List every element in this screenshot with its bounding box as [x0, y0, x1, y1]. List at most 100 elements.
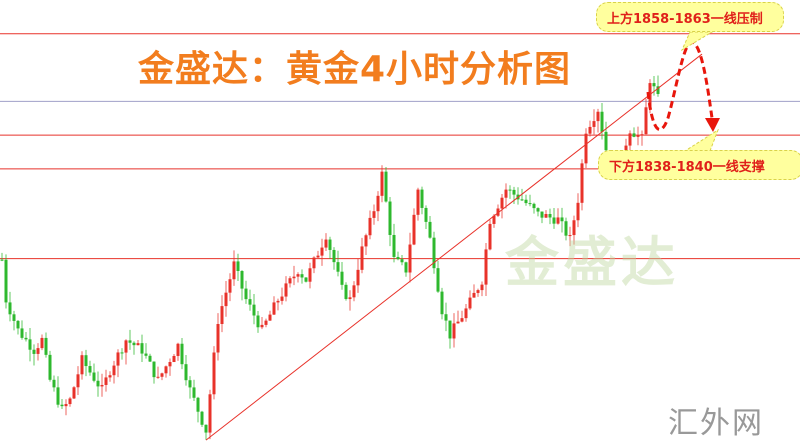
candle-body: [76, 374, 80, 388]
candle: [80, 351, 84, 380]
forecast-path: [646, 31, 720, 152]
candle-body: [572, 220, 576, 236]
candle: [180, 337, 184, 370]
candle-body: [560, 217, 564, 222]
candle-body: [28, 339, 32, 350]
candle-body: [68, 398, 72, 405]
candle: [328, 236, 332, 259]
candle-body: [192, 387, 196, 398]
candle: [200, 410, 204, 428]
candle-body: [552, 217, 556, 224]
candle: [48, 350, 52, 382]
candle-body: [268, 314, 272, 321]
candle-body: [380, 171, 384, 196]
candle-body: [44, 337, 48, 355]
candle: [480, 281, 484, 297]
candle-body: [272, 302, 276, 315]
candle: [320, 238, 324, 266]
candle: [312, 256, 316, 274]
candle-body: [220, 306, 224, 325]
candle: [528, 194, 532, 207]
candle-body: [4, 259, 8, 303]
candle: [72, 386, 76, 400]
candle-body: [364, 235, 368, 247]
watermark: 金盛达: [505, 231, 679, 294]
candle: [40, 334, 44, 351]
candle: [588, 120, 592, 137]
candle-body: [244, 288, 248, 300]
candle: [108, 371, 112, 382]
candle: [364, 233, 368, 255]
candle: [308, 262, 312, 289]
forecast-arrowhead: [705, 118, 720, 132]
candle: [20, 320, 24, 340]
candle: [260, 316, 264, 330]
site-watermark: 汇外网: [668, 406, 764, 441]
candle: [128, 329, 132, 350]
candle-body: [52, 379, 56, 388]
candle-body: [648, 83, 652, 108]
candle-body: [336, 262, 340, 272]
candle-body: [640, 134, 644, 136]
candle: [484, 243, 488, 296]
candle: [192, 379, 196, 402]
candle: [504, 183, 508, 209]
candle: [524, 194, 528, 206]
candle-body: [160, 373, 164, 377]
candle-body: [240, 271, 244, 289]
candle: [656, 75, 660, 97]
candle-body: [564, 221, 568, 236]
candle: [184, 355, 188, 386]
candle-body: [484, 249, 488, 285]
candle-body: [504, 189, 508, 198]
candle: [112, 360, 116, 384]
candle-body: [372, 211, 376, 218]
candle-body: [536, 208, 540, 212]
candle-body: [64, 404, 68, 407]
candle: [508, 185, 512, 199]
candle-body: [156, 376, 160, 378]
candle-body: [212, 352, 216, 395]
candle: [604, 121, 608, 152]
candle: [208, 389, 212, 440]
candle: [220, 295, 224, 333]
candle: [488, 219, 492, 251]
candle: [596, 108, 600, 133]
candle-body: [352, 285, 356, 298]
candle: [24, 331, 28, 342]
candle-body: [224, 292, 228, 307]
candle-body: [576, 202, 580, 221]
candle-body: [248, 299, 252, 305]
candle-body: [392, 234, 396, 257]
candle: [324, 233, 328, 251]
candle: [268, 310, 272, 321]
candle-body: [428, 221, 432, 238]
candle-body: [592, 121, 596, 127]
candle-body: [528, 203, 532, 205]
candle: [228, 273, 232, 302]
candle-body: [176, 343, 180, 356]
candle: [96, 371, 100, 397]
candle: [216, 313, 220, 361]
candle-body: [384, 171, 388, 202]
candle: [296, 272, 300, 283]
candle-body: [424, 207, 428, 222]
candle: [104, 369, 108, 392]
candle-body: [92, 372, 96, 381]
candle: [92, 363, 96, 383]
candle: [176, 342, 180, 361]
candle: [212, 346, 216, 400]
candle-body: [588, 126, 592, 134]
candle: [136, 339, 140, 346]
candle-body: [148, 355, 152, 362]
candle: [356, 258, 360, 293]
candle-body: [412, 214, 416, 245]
candle: [140, 334, 144, 362]
candle: [416, 187, 420, 221]
candle-body: [232, 261, 236, 280]
candles: [0, 75, 660, 440]
candle-body: [500, 197, 504, 209]
candle: [560, 207, 564, 233]
candle-body: [104, 377, 108, 385]
